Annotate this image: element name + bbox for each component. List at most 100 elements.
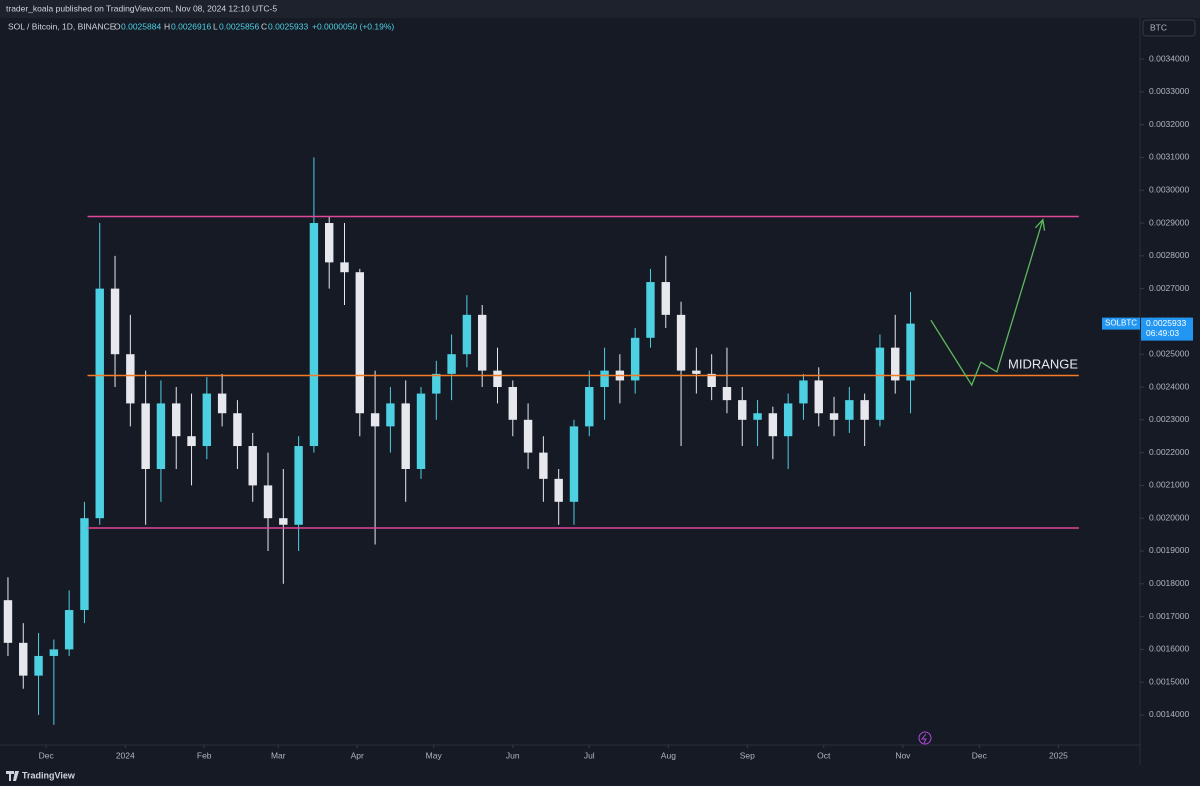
c-value: 0.0025933: [268, 21, 308, 31]
candle-body: [340, 262, 349, 273]
y-tick-label: 0.0031000: [1149, 152, 1189, 162]
candle-body: [692, 370, 701, 374]
candle-body: [370, 413, 380, 427]
candle-body: [3, 600, 13, 643]
candle-body: [401, 403, 410, 470]
top-bar: [0, 0, 1200, 18]
x-tick-label: Sep: [740, 750, 755, 760]
candle-body: [172, 403, 181, 437]
y-tick-label: 0.0014000: [1149, 709, 1189, 719]
candle-body: [661, 282, 670, 315]
brand-logo: [6, 771, 19, 781]
x-tick-label: Aug: [661, 750, 676, 760]
y-tick-label: 0.0033000: [1149, 86, 1189, 96]
y-tick-label: 0.0017000: [1149, 611, 1189, 621]
x-tick-label: Oct: [817, 750, 831, 760]
candle-body: [799, 380, 808, 404]
candle-body: [217, 393, 227, 414]
candle-body: [554, 478, 563, 502]
candle-body: [845, 400, 854, 420]
h-value: 0.0026916: [171, 21, 211, 31]
candle-body: [783, 403, 793, 437]
symbol-title: SOL / Bitcoin, 1D, BINANCE: [8, 21, 116, 31]
candle-body: [860, 400, 869, 420]
price-tag: 0.0025933: [1146, 318, 1186, 328]
x-tick-label: Dec: [972, 750, 988, 760]
candle-body: [447, 354, 456, 374]
candle-body: [126, 354, 135, 404]
y-tick-label: 0.0020000: [1149, 512, 1189, 522]
candle-body: [95, 288, 104, 519]
candle-body: [309, 223, 319, 447]
candle-body: [753, 413, 762, 420]
x-tick-label: Dec: [39, 750, 55, 760]
c-label: C: [261, 21, 267, 31]
candle-body: [814, 380, 823, 414]
candle-body: [279, 518, 288, 525]
candle-body: [539, 452, 548, 479]
candle-body: [477, 314, 487, 371]
candle-body: [891, 347, 900, 381]
y-tick-label: 0.0023000: [1149, 414, 1189, 424]
y-tick-label: 0.0019000: [1149, 545, 1189, 555]
candle-body: [64, 610, 74, 650]
candle-body: [355, 272, 365, 414]
y-tick-label: 0.0018000: [1149, 578, 1189, 588]
candle-body: [386, 403, 395, 427]
projection-path: [930, 219, 1044, 387]
candle-body: [141, 403, 150, 470]
candle-body: [110, 288, 120, 355]
currency: BTC: [1150, 22, 1167, 32]
price-countdown: 06:49:03: [1146, 328, 1179, 338]
candle-body: [187, 436, 196, 447]
legend: SOL / Bitcoin, 1D, BINANCE O 0.0025884 H…: [8, 21, 394, 31]
y-tick-label: 0.0032000: [1149, 119, 1189, 129]
price-tag-bg: [1141, 317, 1193, 341]
candle-body: [80, 518, 89, 611]
candle-body: [523, 419, 533, 453]
candle-body: [248, 446, 257, 486]
l-label: L: [213, 21, 218, 31]
candle-body: [462, 314, 472, 355]
y-tick-label: 0.0021000: [1149, 480, 1189, 490]
candle-body: [875, 347, 885, 420]
candle-body: [202, 393, 212, 447]
annotation: MIDRANGE: [1008, 356, 1078, 371]
brand: TradingView: [22, 770, 76, 780]
x-tick-label: Jun: [506, 750, 520, 760]
y-tick-label: 0.0025000: [1149, 348, 1189, 358]
candle-body: [233, 413, 242, 447]
o-label: O: [114, 21, 121, 31]
candle-body: [49, 649, 59, 656]
candle-body: [19, 642, 28, 676]
candle-body: [156, 403, 166, 470]
y-tick-label: 0.0016000: [1149, 644, 1189, 654]
price-tag-symbol: SOLBTC: [1105, 319, 1137, 328]
candle-body: [738, 400, 747, 420]
candle-body: [768, 413, 778, 437]
x-tick-label: Jul: [584, 750, 595, 760]
l-value: 0.0025856: [219, 21, 259, 31]
publisher: trader_koala published on TradingView.co…: [6, 3, 277, 13]
x-tick-label: 2025: [1049, 750, 1068, 760]
candle-body: [325, 223, 334, 263]
y-tick-label: 0.0034000: [1149, 53, 1189, 63]
y-tick-label: 0.0030000: [1149, 184, 1189, 194]
projection-arrowhead: [1034, 218, 1046, 231]
y-tick-label: 0.0022000: [1149, 447, 1189, 457]
candle-body: [263, 485, 273, 519]
candle-body: [34, 655, 43, 676]
x-tick-label: Nov: [895, 750, 911, 760]
x-tick-label: Apr: [351, 750, 364, 760]
event-icon[interactable]: [918, 731, 932, 745]
candle-body: [493, 370, 502, 388]
currency-box: [1142, 19, 1196, 37]
o-value: 0.0025884: [121, 21, 161, 31]
y-tick-label: 0.0024000: [1149, 381, 1189, 391]
candle-body: [416, 393, 426, 470]
y-tick-label: 0.0029000: [1149, 217, 1189, 227]
candle-body: [508, 387, 517, 420]
y-tick-label: 0.0028000: [1149, 250, 1189, 260]
